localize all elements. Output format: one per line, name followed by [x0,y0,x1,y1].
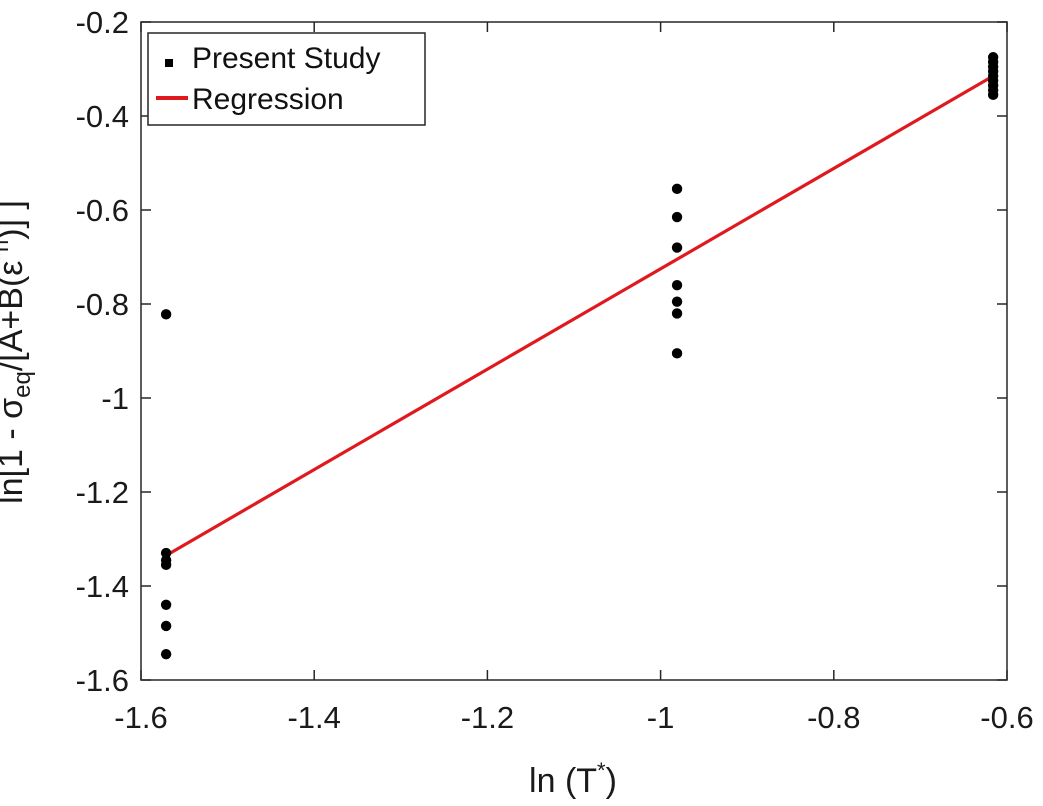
y-tick-label: -1.2 [76,475,129,510]
x-tick-label: -1 [647,700,675,735]
data-point [160,648,172,660]
legend-label-present-study: Present Study [192,42,380,75]
data-point [160,309,172,320]
data-point [671,308,683,319]
y-tick-label: -0.6 [76,193,129,228]
data-point [671,242,683,253]
regression-line [165,74,994,557]
legend: Present Study Regression [147,32,426,126]
x-tick-label: -0.6 [980,700,1033,735]
data-point [160,620,172,632]
legend-box [147,32,426,126]
data-point [671,183,683,195]
data-point [671,211,683,223]
x-tick-label: -0.8 [807,700,860,735]
x-tick-label: -1.2 [461,700,514,735]
data-point [671,348,683,359]
x-tick-label: -1.4 [287,700,340,735]
y-tick-label: -1 [101,381,129,416]
y-axis-title: ln[1 - σeq/[A+B(ε*n)] ] [0,200,36,504]
legend-label-regression: Regression [192,83,344,116]
x-tick-label: -1.6 [114,700,167,735]
axis-ticks: -1.6 -1.4 -1.2 -1 -0.8 -0.6 -1.6 -1.4 -1.2 -1 -0.8… [76,5,1034,735]
data-point [671,296,683,307]
series-group [160,52,999,660]
y-tick-label: -0.4 [76,99,129,134]
plot-area [140,21,1008,681]
data-point [671,280,683,291]
y-tick-label: -1.4 [76,569,129,604]
data-point [987,89,999,101]
y-tick-label: -0.8 [76,287,129,322]
x-axis-title: ln (T*) [529,758,617,800]
legend-marker-present-study [165,59,173,67]
y-tick-label: -1.6 [76,663,129,698]
plot-frame [140,21,1008,681]
data-point [160,559,172,571]
data-point [160,599,172,610]
y-tick-label: -0.2 [76,5,129,40]
